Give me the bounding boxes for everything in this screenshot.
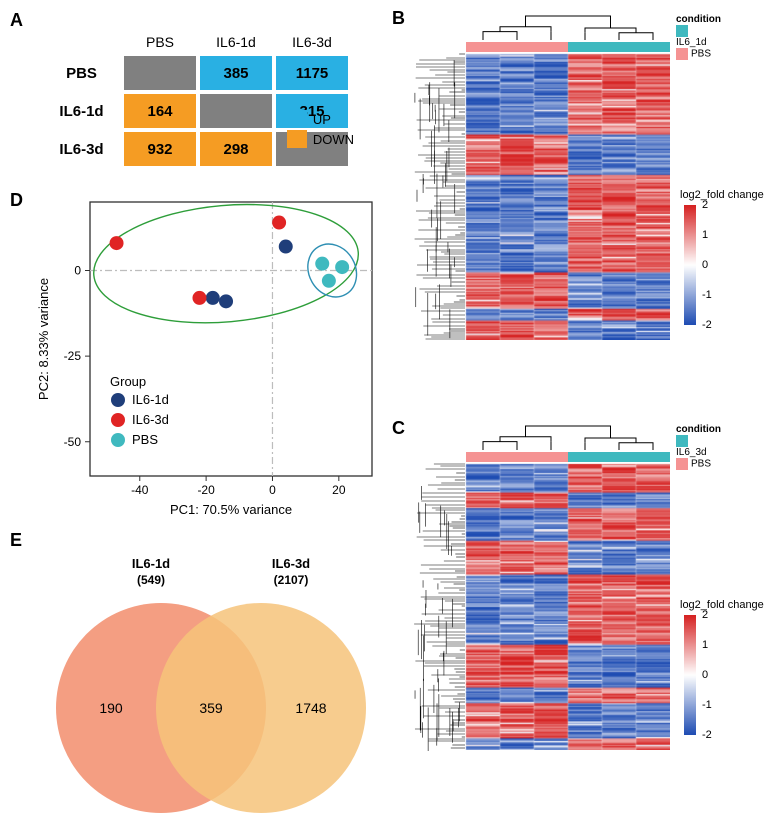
table-cell-diag [200, 94, 272, 128]
svg-text:(2107): (2107) [274, 573, 309, 587]
svg-text:IL6-1d: IL6-1d [132, 392, 169, 407]
right-column: B conditionIL6_1dPBS -2-1012log2_fold ch… [388, 8, 768, 828]
row-header: PBS [48, 56, 120, 90]
table-cell-down: 932 [124, 132, 196, 166]
panel-a-label: A [10, 10, 23, 31]
svg-text:0: 0 [269, 483, 276, 497]
panel-a: A PBS IL6-1d IL6-3d PBS 385 1175 IL6-1d … [8, 8, 388, 188]
svg-text:190: 190 [99, 700, 123, 716]
legend-label-up: UP [313, 112, 331, 127]
row-header: IL6-3d [48, 132, 120, 166]
venn-diagram: IL6-1d (549) IL6-3d (2107) 190 359 1748 [16, 528, 386, 828]
svg-text:PBS: PBS [132, 432, 158, 447]
svg-text:IL6-3d: IL6-3d [272, 556, 310, 571]
table-cell-down: 298 [200, 132, 272, 166]
svg-text:359: 359 [199, 700, 223, 716]
table-cell-up: 1175 [276, 56, 348, 90]
svg-text:20: 20 [332, 483, 346, 497]
heatmap-c [410, 424, 670, 750]
panel-c: C conditionIL6_3dPBS -2-1012log2_fold ch… [392, 418, 670, 750]
table-cell-diag [124, 56, 196, 90]
panel-b-label: B [392, 8, 405, 29]
svg-text:1748: 1748 [295, 700, 326, 716]
row-header: IL6-1d [48, 94, 120, 128]
svg-text:Group: Group [110, 374, 146, 389]
col-header: PBS [124, 32, 196, 52]
legend-label-down: DOWN [313, 132, 354, 147]
col-header: IL6-3d [276, 32, 348, 52]
heatmap-b-colorbar: -2-1012log2_fold change [684, 205, 696, 330]
svg-text:IL6-3d: IL6-3d [132, 412, 169, 427]
svg-text:PC2: 8.33% variance: PC2: 8.33% variance [36, 278, 51, 400]
heatmap-b-cond-legend: conditionIL6_1dPBS [676, 14, 721, 60]
svg-text:0: 0 [74, 264, 81, 278]
svg-text:-20: -20 [197, 483, 215, 497]
table-cell-down: 164 [124, 94, 196, 128]
figure: A PBS IL6-1d IL6-3d PBS 385 1175 IL6-1d … [8, 8, 760, 828]
svg-text:-25: -25 [64, 349, 82, 363]
svg-text:PC1: 70.5% variance: PC1: 70.5% variance [170, 502, 292, 517]
panel-c-label: C [392, 418, 405, 439]
heatmap-c-cond-legend: conditionIL6_3dPBS [676, 424, 721, 470]
svg-text:(549): (549) [137, 573, 165, 587]
heatmap-c-colorbar: -2-1012log2_fold change [684, 615, 696, 740]
panel-d: D -40 -20 0 20 -50 -25 0 PC1: 70.5% variance PC2… [8, 188, 388, 528]
svg-text:-40: -40 [131, 483, 149, 497]
panel-e: E IL6-1d(549)IL6-3d(2107)1903591748 [8, 528, 388, 828]
legend-swatch-down [287, 130, 307, 148]
panel-a-legend: UP DOWN [287, 108, 354, 150]
panel-d-label: D [10, 190, 23, 211]
col-header: IL6-1d [200, 32, 272, 52]
legend-swatch-up [287, 110, 307, 128]
svg-text:IL6-1d: IL6-1d [132, 556, 170, 571]
svg-text:-50: -50 [64, 435, 82, 449]
heatmap-b [410, 14, 670, 340]
pca-plot: -40 -20 0 20 -50 -25 0 PC1: 70.5% variance PC2: … [32, 192, 382, 522]
panel-b: B conditionIL6_1dPBS -2-1012log2_fold ch… [392, 8, 670, 340]
table-cell-up: 385 [200, 56, 272, 90]
